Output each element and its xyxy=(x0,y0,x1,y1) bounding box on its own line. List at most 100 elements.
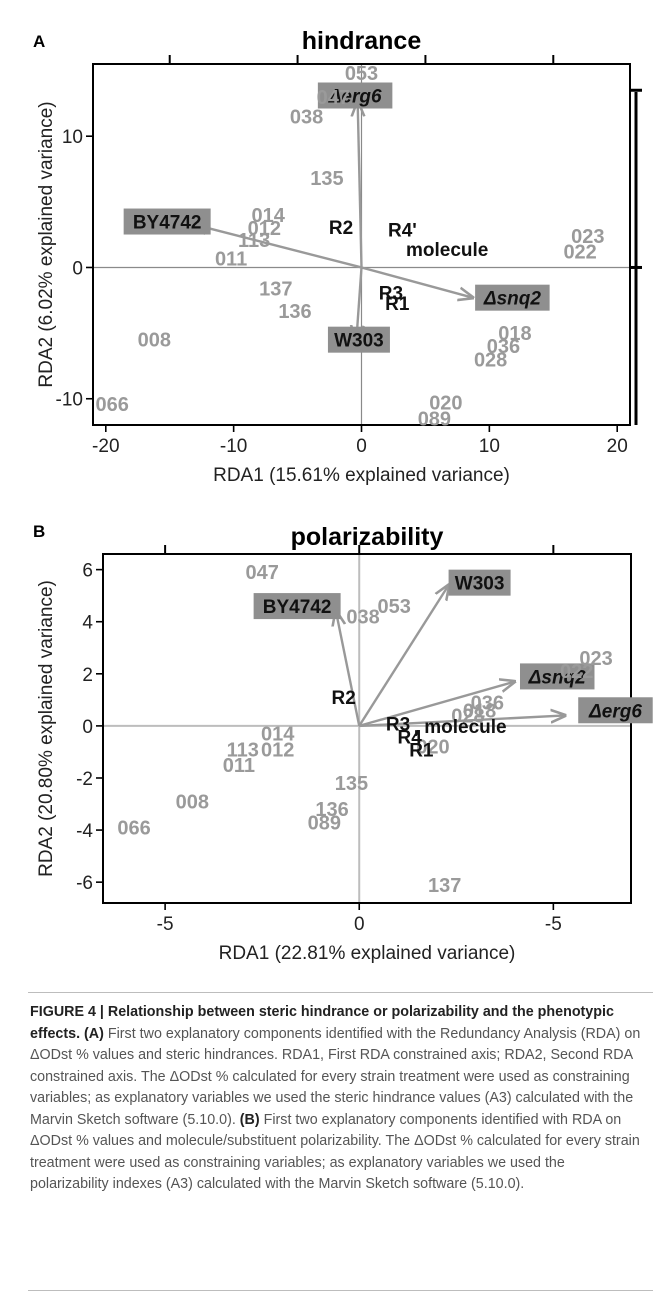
sample-label: 011 xyxy=(215,248,247,270)
treatment-label: R1 xyxy=(385,294,410,315)
strain-label: Δsnq2 xyxy=(483,289,542,310)
sample-label: 066 xyxy=(117,817,150,839)
strain-arrow xyxy=(361,266,473,297)
sample-label: 018 xyxy=(463,700,496,722)
sample-label: 137 xyxy=(259,278,292,300)
y-axis-title: RDA2 (6.02% explained variance) xyxy=(36,101,57,387)
x-tick-label: -5 xyxy=(157,914,174,935)
sample-label: 053 xyxy=(377,596,410,618)
sample-label: 012 xyxy=(261,739,294,761)
y-tick-label: -4 xyxy=(76,821,93,842)
sample-label: 113 xyxy=(238,230,270,252)
sample-label: 038 xyxy=(346,607,379,629)
sample-label: 036 xyxy=(487,336,520,358)
treatment-label: R1 xyxy=(409,740,434,761)
sample-label: 028 xyxy=(451,705,484,727)
sample-label: 020 xyxy=(429,393,462,415)
strain-label: Δerg6 xyxy=(588,701,642,722)
sample-label: 066 xyxy=(95,394,128,416)
x-tick-label: -20 xyxy=(92,436,119,457)
treatment-label: molecule xyxy=(406,240,488,261)
treatment-label: R3 xyxy=(386,714,410,735)
caption-tag-a: (A) xyxy=(84,1025,104,1042)
treatment-label: R3 xyxy=(379,283,403,304)
treatment-label: R2 xyxy=(332,688,356,709)
treatment-label: R4 xyxy=(398,727,423,748)
strain-label-box xyxy=(327,326,390,353)
sample-label: 020 xyxy=(416,737,449,759)
sample-label: 136 xyxy=(278,301,311,323)
x-tick-label: 20 xyxy=(607,436,628,457)
y-tick-label: 2 xyxy=(82,665,93,686)
caption-rule-bottom xyxy=(28,1290,653,1291)
y-tick-label: 0 xyxy=(72,258,83,279)
strain-label: Δsnq2 xyxy=(528,667,587,688)
x-tick-label: 10 xyxy=(479,436,500,457)
sample-label: 135 xyxy=(335,773,368,795)
caption-rule-top xyxy=(28,992,653,993)
sample-label: 038 xyxy=(290,107,323,129)
plot-frame xyxy=(102,553,632,904)
sample-label: 022 xyxy=(560,661,593,683)
sample-label: 113 xyxy=(227,739,259,761)
sample-label: 023 xyxy=(579,648,612,670)
strain-label-box xyxy=(475,284,550,311)
sample-label: 136 xyxy=(315,799,348,821)
sample-label: 012 xyxy=(248,218,281,240)
sample-label: 018 xyxy=(498,323,531,345)
panel-label: A xyxy=(33,32,45,51)
sample-label: 036 xyxy=(471,692,504,714)
y-tick-label: 10 xyxy=(62,127,83,148)
caption-lead: FIGURE 4 | Relationship between steric h… xyxy=(30,1004,614,1042)
sample-label: 008 xyxy=(176,791,209,813)
sample-label: 014 xyxy=(261,724,295,746)
figure-caption: FIGURE 4 | Relationship between steric h… xyxy=(30,1002,642,1196)
y-tick-label: 6 xyxy=(82,561,93,582)
x-tick-label: 0 xyxy=(354,914,365,935)
x-axis-title: RDA1 (22.81% explained variance) xyxy=(219,943,516,964)
x-axis-title: RDA1 (15.61% explained variance) xyxy=(213,465,510,486)
strain-arrow xyxy=(358,102,362,268)
sample-label: 023 xyxy=(571,226,604,248)
sample-label: 022 xyxy=(563,242,596,264)
sample-label: 011 xyxy=(223,755,255,777)
strain-label-box xyxy=(578,697,653,724)
y-tick-label: 4 xyxy=(82,613,93,634)
strain-arrow xyxy=(193,224,362,269)
y-tick-label: -10 xyxy=(56,390,83,411)
strain-label-box xyxy=(519,663,595,690)
strain-arrow xyxy=(359,715,565,728)
y-tick-label: 0 xyxy=(82,717,93,738)
strain-label-box xyxy=(448,569,511,596)
strain-arrow xyxy=(358,585,448,727)
strain-label: W303 xyxy=(334,331,384,352)
caption-text-a: First two explanatory components identif… xyxy=(30,1025,641,1128)
y-tick-label: -2 xyxy=(76,769,93,790)
sample-label: 089 xyxy=(308,812,341,834)
treatment-label: R2 xyxy=(329,218,353,239)
sample-label: 047 xyxy=(245,562,278,584)
sample-label: 053 xyxy=(345,63,378,85)
y-tick-label: -6 xyxy=(76,873,93,894)
panel-label: B xyxy=(33,522,45,541)
strain-label-box xyxy=(317,82,393,109)
treatment-label: R4' xyxy=(388,220,417,241)
sample-label: 135 xyxy=(310,168,343,190)
treatment-label: , molecule xyxy=(414,717,507,738)
strain-label: BY4742 xyxy=(263,597,332,618)
strain-label-box xyxy=(253,593,341,620)
chart-title: polarizability xyxy=(291,523,444,551)
x-tick-label: 0 xyxy=(356,436,367,457)
strain-label: BY4742 xyxy=(133,213,202,234)
y-axis-title: RDA2 (20.80% explained variance) xyxy=(36,580,57,877)
sample-label: 137 xyxy=(428,875,461,897)
caption-tag-b: (B) xyxy=(239,1111,260,1128)
x-tick-label: -5 xyxy=(545,914,562,935)
strain-arrow xyxy=(358,682,514,728)
strain-label-box xyxy=(123,208,211,235)
sample-label: 047 xyxy=(317,87,350,109)
chart-title: hindrance xyxy=(302,27,422,55)
